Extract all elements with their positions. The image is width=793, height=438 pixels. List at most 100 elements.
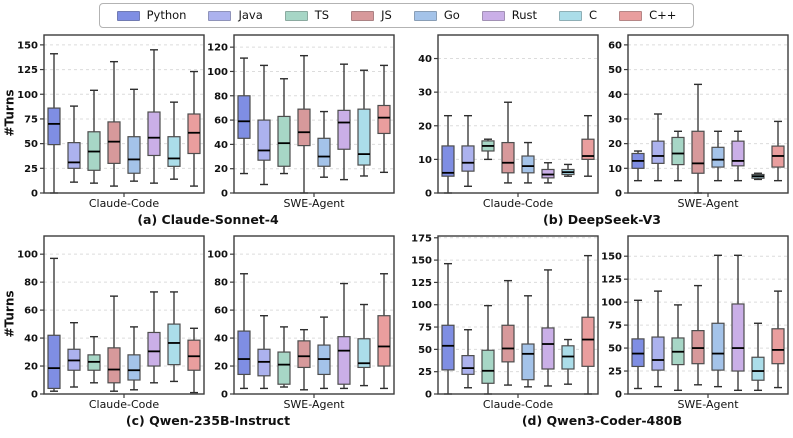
y-tick-label: 60	[214, 116, 228, 127]
box-python	[47, 257, 61, 392]
y-tick-label: 150	[18, 40, 38, 51]
y-tick-label: 20	[214, 164, 228, 175]
box-go	[317, 316, 331, 390]
box-ts	[671, 304, 685, 392]
legend-label: TS	[314, 7, 330, 22]
boxplot-panel-swe-agent: 0 25 50 75 100 125 150 SWE-Agent	[602, 235, 789, 411]
y-tick-label: 100	[18, 250, 38, 261]
legend-item-go: Go	[403, 9, 471, 22]
legend-swatch-icon	[481, 10, 505, 21]
x-axis-label: Claude-Code	[89, 398, 160, 411]
legend-item-java: Java	[197, 9, 273, 22]
legend-label: Rust	[511, 7, 538, 22]
y-tick-label: 30	[418, 88, 432, 99]
subplot-title: (c) Qwen-235B-Instruct	[125, 413, 291, 428]
box-cpp	[377, 64, 391, 174]
x-axis-label: Claude-Code	[483, 197, 554, 210]
box-rust	[731, 254, 745, 392]
box-cpp	[377, 273, 391, 390]
box-ts	[481, 304, 495, 395]
box-c	[167, 291, 181, 383]
box-js	[501, 101, 515, 184]
box-cpp	[581, 254, 595, 395]
box-ts	[481, 138, 495, 161]
box-go	[711, 254, 725, 388]
legend-swatch-icon	[413, 10, 437, 21]
subplot-group-a: 0 25 50 75 100 125 150 Claude-Code 0 20 40 60 80 100 1…	[18, 30, 398, 229]
box-ts	[277, 326, 291, 388]
y-tick-label: 50	[608, 65, 622, 76]
box-go	[127, 326, 141, 391]
y-tick-label: 0	[425, 390, 432, 401]
box-js	[691, 284, 705, 386]
legend-label: JS	[381, 7, 392, 22]
y-tick-label: 125	[18, 65, 38, 76]
boxplot-panel-swe-agent: 0 20 40 60 80 100 120 SWE-Agent	[208, 34, 395, 210]
y-tick-label: 10	[418, 155, 432, 166]
y-tick-label: 75	[608, 321, 622, 332]
y-tick-label: 25	[418, 367, 432, 378]
box-rust	[731, 130, 745, 182]
y-tick-label: 120	[208, 43, 228, 54]
legend-row: Python Java TS JS Go Rust C C++	[0, 0, 793, 28]
x-axis-label: Claude-Code	[483, 398, 554, 411]
y-tick-label: 50	[24, 139, 38, 150]
box-js	[297, 328, 311, 391]
chart-legend: Python Java TS JS Go Rust C C++	[98, 3, 695, 28]
box-c	[561, 163, 575, 177]
y-tick-label: 80	[214, 91, 228, 102]
chart-row-top: #Turns 0 25 50 75 100 125 150 Claude-Code 0 20 40 6…	[0, 30, 793, 229]
x-axis-label: SWE-Agent	[677, 398, 739, 411]
y-tick-label: 80	[214, 278, 228, 289]
boxplot-panel-swe-agent: 0 20 40 60 80 100 SWE-Agent	[208, 235, 395, 411]
y-axis-label-text: #Turns	[3, 289, 18, 338]
legend-item-c: C	[548, 9, 608, 22]
y-tick-label: 20	[418, 121, 432, 132]
y-tick-label: 0	[31, 189, 38, 200]
box-ts	[87, 335, 101, 384]
subplot-panels: 0 20 40 60 80 100 Claude-Code 0 20 40 60 80 100 SWE-A…	[18, 231, 398, 413]
y-tick-label: 20	[24, 362, 38, 373]
box-cpp	[771, 120, 785, 182]
box-rust	[541, 269, 555, 387]
y-axis-label-text: #Turns	[3, 88, 18, 137]
box-c	[751, 322, 765, 392]
box-c	[357, 69, 371, 177]
chart-row-bottom: #Turns 0 20 40 60 80 100 Claude-Code 0 20 40 60 80 1…	[0, 231, 793, 430]
box-c	[357, 303, 371, 387]
y-axis-label: #Turns	[2, 30, 18, 195]
legend-label: Python	[146, 7, 187, 22]
y-tick-label: 40	[608, 90, 622, 101]
box-js	[501, 279, 515, 386]
subplot-panels: 0 25 50 75 100 125 150 Claude-Code 0 20 40 60 80 100 1…	[18, 30, 398, 212]
x-axis-label: SWE-Agent	[283, 197, 345, 210]
y-tick-label: 150	[602, 252, 622, 263]
subplot-panels: 0 25 50 75 100 125 150 175 Claude-Code 0 25 50 75 100…	[412, 231, 792, 413]
box-js	[107, 60, 121, 187]
y-tick-label: 60	[24, 306, 38, 317]
subplot-group-b: 0 10 20 30 40 Claude-Code 0 10 20 30 40 50 60 SWE-Age…	[412, 30, 792, 229]
subplot-group-c: 0 20 40 60 80 100 Claude-Code 0 20 40 60 80 100 SWE-A…	[18, 231, 398, 430]
y-tick-label: 0	[221, 189, 228, 200]
legend-item-cpp: C++	[608, 7, 687, 22]
legend-swatch-icon	[208, 10, 232, 21]
box-rust	[147, 291, 161, 384]
box-c	[561, 338, 575, 385]
box-go	[127, 88, 141, 182]
legend-label: C++	[649, 7, 677, 22]
boxplot-panel-claude-code: 0 10 20 30 40 Claude-Code	[418, 34, 599, 210]
y-tick-label: 50	[608, 344, 622, 355]
y-tick-label: 125	[412, 278, 432, 289]
box-c	[167, 101, 181, 180]
y-tick-label: 10	[608, 164, 622, 175]
y-tick-label: 30	[608, 114, 622, 125]
subplot-title: (a) Claude-Sonnet-4	[137, 212, 279, 227]
y-tick-label: 125	[602, 275, 622, 286]
boxplot-panel-claude-code: 0 25 50 75 100 125 150 175 Claude-Code	[412, 233, 599, 411]
y-tick-label: 75	[24, 114, 38, 125]
box-cpp	[187, 70, 201, 187]
box-java	[67, 321, 81, 388]
box-go	[521, 141, 535, 184]
box-python	[631, 299, 645, 390]
